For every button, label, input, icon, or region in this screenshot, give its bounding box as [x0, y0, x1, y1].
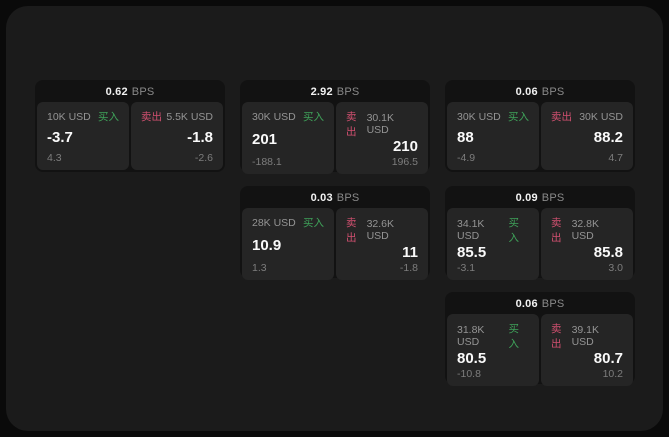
bps-unit-label: BPS	[131, 86, 155, 98]
bps-unit-label: BPS	[541, 298, 565, 310]
sell-panel[interactable]: 卖出 39.1K USD 80.7 10.2	[541, 314, 633, 386]
buy-amount: 10K USD	[47, 110, 91, 123]
bps-header: 0.06 BPS	[447, 294, 633, 314]
buy-tag: 买入	[508, 217, 519, 244]
sell-price: 88.2	[593, 128, 623, 146]
sell-amount: 32.6K USD	[366, 218, 395, 242]
buy-amount: 28K USD	[252, 216, 296, 229]
bps-value: 0.06	[515, 86, 538, 98]
buy-price: 10.9	[252, 236, 282, 254]
bps-value: 0.03	[310, 192, 333, 204]
quote-card: 0.06 BPS 30K USD 买入 88 -4.9 卖出 30K USD	[445, 80, 635, 172]
quote-panels: 34.1K USD 买入 85.5 -3.1 卖出 32.8K USD 85.8…	[447, 208, 633, 280]
quote-panels: 28K USD 买入 10.9 1.3 卖出 32.6K USD 11 -1.8	[242, 208, 428, 280]
bps-header: 0.09 BPS	[447, 188, 633, 208]
sell-sub-value: 4.7	[608, 152, 623, 164]
sell-tag: 卖出	[551, 111, 572, 123]
quote-card-grid: 0.62 BPS 10K USD 买入 -3.7 4.3 卖出 5.5K USD	[35, 80, 635, 386]
sell-panel[interactable]: 卖出 32.6K USD 11 -1.8	[336, 208, 428, 280]
quote-card: 0.06 BPS 31.8K USD 买入 80.5 -10.8 卖出 39.1…	[445, 292, 635, 386]
buy-sub-value: 4.3	[47, 152, 62, 164]
sell-sub-value: 10.2	[602, 367, 623, 380]
buy-price: 85.5	[457, 244, 487, 261]
buy-price: 88	[457, 128, 474, 146]
buy-amount: 31.8K USD	[457, 324, 485, 348]
buy-tag: 买入	[98, 111, 119, 123]
buy-tag: 买入	[508, 323, 519, 350]
sell-price: 11	[402, 244, 418, 261]
sell-amount: 30K USD	[579, 110, 623, 123]
buy-tag: 买入	[303, 217, 324, 229]
quote-card: 0.62 BPS 10K USD 买入 -3.7 4.3 卖出 5.5K USD	[35, 80, 225, 172]
sell-panel[interactable]: 卖出 30.1K USD 210 196.5	[336, 102, 428, 174]
buy-panel[interactable]: 30K USD 买入 88 -4.9	[447, 102, 539, 170]
quote-panels: 31.8K USD 买入 80.5 -10.8 卖出 39.1K USD 80.…	[447, 314, 633, 386]
sell-price: 85.8	[593, 244, 623, 261]
buy-sub-value: -10.8	[457, 367, 481, 380]
buy-sub-value: -4.9	[457, 152, 476, 164]
bps-header: 2.92 BPS	[242, 82, 428, 102]
buy-price: 80.5	[457, 350, 487, 367]
bps-unit-label: BPS	[541, 86, 565, 98]
sell-sub-value: -1.8	[399, 261, 418, 274]
buy-sub-value: 1.3	[252, 261, 267, 274]
buy-tag: 买入	[303, 111, 324, 123]
sell-price: 210	[392, 138, 418, 155]
sell-panel[interactable]: 卖出 5.5K USD -1.8 -2.6	[131, 102, 223, 170]
buy-price: -3.7	[47, 128, 73, 146]
sell-sub-value: 196.5	[391, 155, 418, 168]
bps-header: 0.03 BPS	[242, 188, 428, 208]
sell-sub-value: -2.6	[194, 152, 213, 164]
buy-panel[interactable]: 30K USD 买入 201 -188.1	[242, 102, 334, 174]
buy-amount: 34.1K USD	[457, 218, 485, 242]
buy-panel[interactable]: 34.1K USD 买入 85.5 -3.1	[447, 208, 539, 280]
sell-tag: 卖出	[346, 111, 357, 138]
sell-panel[interactable]: 卖出 30K USD 88.2 4.7	[541, 102, 633, 170]
app-window: 0.62 BPS 10K USD 买入 -3.7 4.3 卖出 5.5K USD	[6, 6, 663, 431]
buy-amount: 30K USD	[252, 110, 296, 123]
buy-sub-value: -3.1	[457, 261, 476, 274]
bps-value: 0.62	[105, 86, 128, 98]
bps-value: 0.09	[515, 192, 538, 204]
bps-unit-label: BPS	[336, 192, 360, 204]
bps-header: 0.62 BPS	[37, 82, 223, 102]
sell-price: -1.8	[187, 128, 213, 146]
sell-tag: 卖出	[551, 323, 562, 350]
bps-header: 0.06 BPS	[447, 82, 633, 102]
buy-panel[interactable]: 31.8K USD 买入 80.5 -10.8	[447, 314, 539, 386]
buy-price: 201	[252, 130, 278, 148]
sell-tag: 卖出	[551, 217, 562, 244]
sell-price: 80.7	[593, 350, 623, 367]
buy-panel[interactable]: 28K USD 买入 10.9 1.3	[242, 208, 334, 280]
sell-sub-value: 3.0	[608, 261, 623, 274]
quote-panels: 30K USD 买入 201 -188.1 卖出 30.1K USD 210 1…	[242, 102, 428, 174]
quote-panels: 10K USD 买入 -3.7 4.3 卖出 5.5K USD -1.8 -2.…	[37, 102, 223, 170]
buy-amount: 30K USD	[457, 110, 501, 123]
quote-panels: 30K USD 买入 88 -4.9 卖出 30K USD 88.2 4.7	[447, 102, 633, 170]
bps-value: 0.06	[515, 298, 538, 310]
sell-panel[interactable]: 卖出 32.8K USD 85.8 3.0	[541, 208, 633, 280]
bps-value: 2.92	[310, 86, 333, 98]
quote-card: 0.03 BPS 28K USD 买入 10.9 1.3 卖出 32.6K US…	[240, 186, 430, 280]
sell-amount: 30.1K USD	[366, 112, 395, 136]
bps-unit-label: BPS	[336, 86, 360, 98]
sell-amount: 5.5K USD	[166, 110, 213, 123]
buy-panel[interactable]: 10K USD 买入 -3.7 4.3	[37, 102, 129, 170]
quote-card: 2.92 BPS 30K USD 买入 201 -188.1 卖出 30.1K …	[240, 80, 430, 174]
quote-card: 0.09 BPS 34.1K USD 买入 85.5 -3.1 卖出 32.8K…	[445, 186, 635, 280]
sell-amount: 32.8K USD	[571, 218, 600, 242]
buy-sub-value: -188.1	[252, 155, 282, 168]
sell-amount: 39.1K USD	[571, 324, 600, 348]
bps-unit-label: BPS	[541, 192, 565, 204]
buy-tag: 买入	[508, 111, 529, 123]
sell-tag: 卖出	[346, 217, 357, 244]
sell-tag: 卖出	[141, 111, 162, 123]
